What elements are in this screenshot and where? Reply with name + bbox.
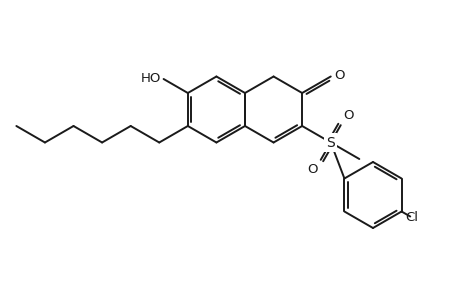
Text: Cl: Cl xyxy=(404,211,418,224)
Text: HO: HO xyxy=(141,71,161,85)
Text: O: O xyxy=(343,109,353,122)
Text: S: S xyxy=(325,136,335,149)
Text: O: O xyxy=(334,69,345,82)
Text: O: O xyxy=(307,163,317,176)
